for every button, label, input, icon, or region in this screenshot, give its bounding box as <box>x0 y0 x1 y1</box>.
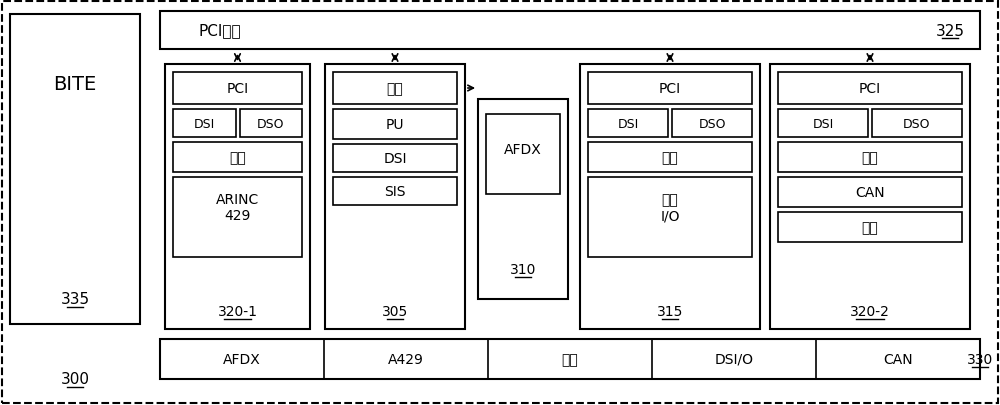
Text: 325: 325 <box>936 23 964 38</box>
FancyBboxPatch shape <box>588 73 752 105</box>
Text: 335: 335 <box>60 292 90 307</box>
Text: 320-2: 320-2 <box>850 304 890 318</box>
FancyBboxPatch shape <box>672 110 752 138</box>
Text: DSI/O: DSI/O <box>714 352 754 366</box>
Text: ARINC
429: ARINC 429 <box>216 192 259 223</box>
FancyBboxPatch shape <box>173 73 302 105</box>
Text: 320-1: 320-1 <box>218 304 258 318</box>
Text: DSI: DSI <box>812 117 834 130</box>
FancyBboxPatch shape <box>325 65 465 329</box>
Text: PCI: PCI <box>659 82 681 96</box>
FancyBboxPatch shape <box>165 65 310 329</box>
Text: CAN: CAN <box>855 185 885 200</box>
FancyBboxPatch shape <box>10 15 140 324</box>
Text: DSI: DSI <box>383 151 407 166</box>
FancyBboxPatch shape <box>770 65 970 329</box>
Text: DSO: DSO <box>903 117 931 130</box>
FancyBboxPatch shape <box>478 100 568 299</box>
Text: 315: 315 <box>657 304 683 318</box>
FancyBboxPatch shape <box>588 110 668 138</box>
FancyBboxPatch shape <box>333 110 457 140</box>
FancyBboxPatch shape <box>333 73 457 105</box>
Text: PCI: PCI <box>859 82 881 96</box>
Text: A429: A429 <box>388 352 424 366</box>
Text: DSI: DSI <box>194 117 215 130</box>
Text: PCI: PCI <box>226 82 249 96</box>
FancyBboxPatch shape <box>240 110 302 138</box>
FancyBboxPatch shape <box>173 177 302 257</box>
Text: 模拟: 模拟 <box>562 352 578 366</box>
Text: BITE: BITE <box>53 75 97 94</box>
FancyBboxPatch shape <box>160 339 980 379</box>
Text: 模拟: 模拟 <box>862 151 878 164</box>
Text: AFDX: AFDX <box>504 143 542 157</box>
FancyBboxPatch shape <box>173 110 236 138</box>
FancyBboxPatch shape <box>778 73 962 105</box>
Text: 电源
I/O: 电源 I/O <box>660 192 680 223</box>
FancyBboxPatch shape <box>173 143 302 173</box>
FancyBboxPatch shape <box>580 65 760 329</box>
FancyBboxPatch shape <box>778 143 962 173</box>
FancyBboxPatch shape <box>160 12 980 50</box>
Text: 模拟: 模拟 <box>229 151 246 164</box>
Text: 310: 310 <box>510 262 536 276</box>
FancyBboxPatch shape <box>333 145 457 173</box>
FancyBboxPatch shape <box>778 110 868 138</box>
Text: 模拟: 模拟 <box>662 151 678 164</box>
FancyBboxPatch shape <box>333 177 457 205</box>
Text: 330: 330 <box>967 352 993 366</box>
Text: 300: 300 <box>60 371 90 386</box>
FancyBboxPatch shape <box>778 213 962 243</box>
FancyBboxPatch shape <box>486 115 560 194</box>
Text: SIS: SIS <box>384 185 406 198</box>
Text: CAN: CAN <box>883 352 913 366</box>
Text: DSI: DSI <box>617 117 639 130</box>
Text: 桥路: 桥路 <box>387 82 403 96</box>
Text: 305: 305 <box>382 304 408 318</box>
Text: PU: PU <box>386 118 404 132</box>
FancyBboxPatch shape <box>872 110 962 138</box>
FancyBboxPatch shape <box>778 177 962 207</box>
FancyBboxPatch shape <box>588 143 752 173</box>
Text: 开关: 开关 <box>862 220 878 234</box>
Text: AFDX: AFDX <box>223 352 261 366</box>
Text: DSO: DSO <box>257 117 285 130</box>
Text: DSO: DSO <box>698 117 726 130</box>
FancyBboxPatch shape <box>588 177 752 257</box>
Text: PCI总线: PCI总线 <box>199 23 241 38</box>
